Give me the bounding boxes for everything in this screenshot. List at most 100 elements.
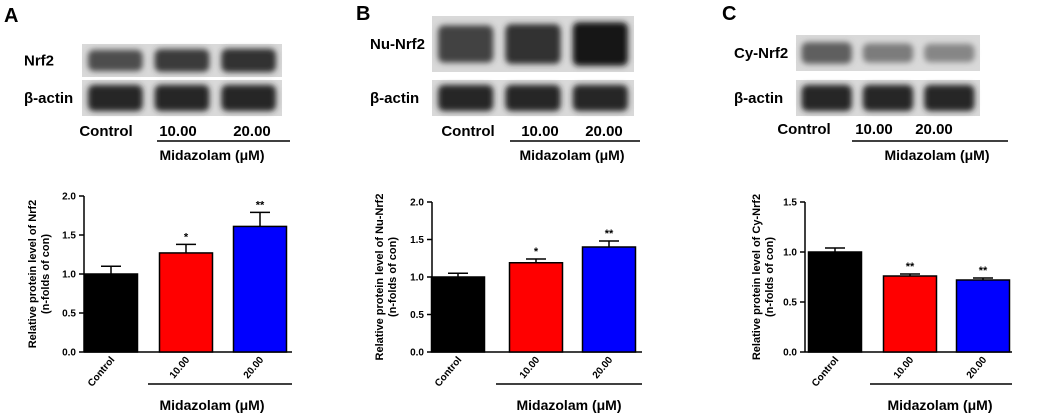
blot-band <box>88 84 143 112</box>
panel-letter: C <box>722 3 736 25</box>
lane-label: 20.00 <box>233 123 271 140</box>
bar <box>508 262 564 353</box>
significance-marker: ** <box>906 261 915 273</box>
bar <box>882 275 938 353</box>
category-label: 20.00 <box>591 355 616 382</box>
significance-marker: * <box>534 246 539 258</box>
significance-marker: ** <box>979 265 988 277</box>
blot-row-label: β-actin <box>370 90 419 107</box>
lane-label: 20.00 <box>915 121 953 138</box>
western-blot: Cy-Nrf2 β-actin Control 10.00 20.00 Midazolam… <box>734 35 1008 163</box>
blot-strip-loading-control <box>82 80 282 116</box>
blot-row-label: Nu-Nrf2 <box>370 36 425 53</box>
blot-band <box>505 24 561 64</box>
bar <box>807 251 863 353</box>
panel-b: BNu-Nrf2 β-actin Control 10.00 20.00 Midazola… <box>356 3 642 413</box>
category-label: Control <box>86 355 117 389</box>
lane-label: 10.00 <box>521 123 559 140</box>
blot-row-label: Nrf2 <box>24 53 54 70</box>
blot-band <box>221 84 276 112</box>
y-axis-title-line: (n-folds of con) <box>764 237 776 317</box>
group-label: Midazolam (μM) <box>519 147 624 163</box>
western-blot: Nrf2 β-actin Control 10.00 20.00 Midazolam (μ… <box>24 44 290 163</box>
significance-marker: ** <box>256 199 265 211</box>
y-axis-title-line: Relative protein level of Nrf2 <box>27 200 39 349</box>
x-axis-title: Midazolam (μM) <box>516 397 621 413</box>
blot-band <box>801 84 852 112</box>
significance-marker: * <box>184 231 189 243</box>
blot-row-label: Cy-Nrf2 <box>734 45 788 62</box>
lane-label: Control <box>441 123 494 140</box>
western-blot: Nu-Nrf2 β-actin Control 10.00 20.00 Midazolam… <box>370 16 640 163</box>
y-tick-label: 0.5 <box>62 309 76 320</box>
panel-a: A Nrf2 β-actin Control 10.00 20.00 Midazolam (… <box>4 5 292 413</box>
category-label: Control <box>810 355 841 389</box>
y-tick-label: 0.0 <box>410 348 424 359</box>
blot-band <box>572 84 628 112</box>
y-axis-title-line: (n-folds of con) <box>40 234 52 314</box>
blot-band <box>924 43 975 63</box>
blot-strip-target <box>796 35 980 71</box>
category-label: 20.00 <box>242 355 267 382</box>
category-label: 10.00 <box>518 355 543 382</box>
blot-band <box>438 84 494 112</box>
category-label: Control <box>433 355 464 389</box>
bar-chart: 0.0 0.5 1.0 1.5 2.0 Relative protein level of… <box>27 192 292 413</box>
blot-band <box>88 49 143 72</box>
x-axis-title: Midazolam (μM) <box>159 397 264 413</box>
blot-band <box>505 84 561 112</box>
y-axis-title: Relative protein level of Nu-Nrf2(n-fold… <box>374 194 399 361</box>
y-tick-label: 2.0 <box>410 198 424 209</box>
category-label: 20.00 <box>965 355 990 382</box>
panel-c: C Cy-Nrf2 β-actin Control 10.00 20.00 Midazola… <box>722 3 1012 413</box>
blot-strip-loading-control <box>796 80 980 116</box>
bar <box>158 252 214 353</box>
y-tick-label: 0.0 <box>783 348 797 359</box>
y-tick-label: 1.5 <box>783 198 797 209</box>
bar <box>955 279 1011 353</box>
y-axis-title-line: Relative protein level of Cy-Nrf2 <box>751 194 763 360</box>
blot-band <box>221 48 276 73</box>
bar <box>430 276 486 353</box>
bar-chart: 0.0 0.5 1.0 1.5 2.0 Relative protein level of… <box>374 194 642 413</box>
significance-marker: ** <box>605 228 614 240</box>
lane-label: Control <box>79 123 132 140</box>
y-tick-label: 1.0 <box>783 248 797 259</box>
y-tick-label: 0.0 <box>62 348 76 359</box>
y-axis-title: Relative protein level of Cy-Nrf2(n-fold… <box>751 194 776 360</box>
bar <box>581 246 637 353</box>
lane-label: 10.00 <box>159 123 197 140</box>
blot-strip-target <box>82 44 282 77</box>
blot-strip-loading-control <box>432 80 634 116</box>
bar-chart: 0.0 0.5 1.0 1.5 Relative protein level of Cy… <box>751 194 1012 413</box>
blot-band <box>924 84 975 112</box>
panel-letter: B <box>356 3 370 25</box>
y-tick-label: 1.5 <box>62 231 76 242</box>
blot-band <box>862 43 914 63</box>
x-axis-title: Midazolam (μM) <box>887 397 992 413</box>
blot-band <box>862 84 914 112</box>
blot-strip-target <box>432 16 634 72</box>
lane-label: Control <box>777 121 830 138</box>
y-tick-label: 1.0 <box>62 270 76 281</box>
y-tick-label: 0.5 <box>410 310 424 321</box>
group-label: Midazolam (μM) <box>884 147 989 163</box>
blot-band <box>154 49 210 72</box>
y-tick-label: 1.0 <box>410 273 424 284</box>
group-label: Midazolam (μM) <box>159 147 264 163</box>
y-tick-label: 1.5 <box>410 235 424 246</box>
lane-label: 10.00 <box>855 121 893 138</box>
blot-band <box>572 22 628 66</box>
blot-band <box>438 25 494 63</box>
blot-band <box>154 84 210 112</box>
bar <box>232 225 288 353</box>
blot-band <box>801 42 852 64</box>
panel-letter: A <box>4 5 18 27</box>
y-tick-label: 2.0 <box>62 192 76 203</box>
y-axis-title-line: (n-folds of con) <box>387 237 399 317</box>
blot-row-label: β-actin <box>24 90 73 107</box>
y-axis-title-line: Relative protein level of Nu-Nrf2 <box>374 194 386 361</box>
blot-row-label: β-actin <box>734 90 783 107</box>
category-label: 10.00 <box>892 355 917 382</box>
